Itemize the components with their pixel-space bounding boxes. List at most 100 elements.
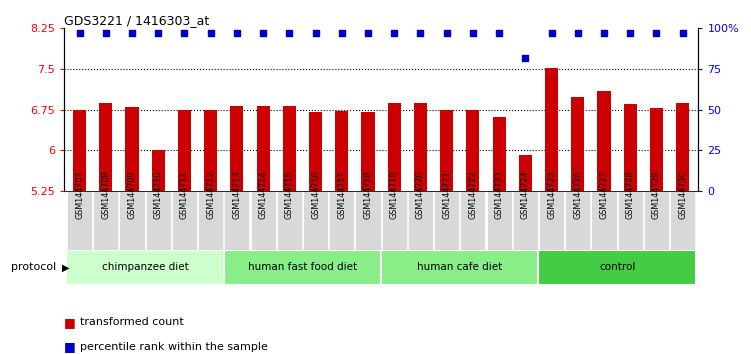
Point — [493, 30, 505, 36]
Text: GSM144713: GSM144713 — [232, 171, 241, 219]
Text: GSM144726: GSM144726 — [573, 171, 582, 219]
Point — [74, 30, 86, 36]
Point — [100, 30, 112, 36]
Text: human cafe diet: human cafe diet — [417, 262, 502, 272]
Point — [336, 30, 348, 36]
Bar — [388, 103, 401, 354]
Bar — [66, 250, 224, 285]
Bar — [361, 113, 375, 354]
Point — [362, 30, 374, 36]
Point — [257, 30, 269, 36]
Bar — [623, 104, 637, 354]
Bar — [382, 191, 407, 250]
Bar — [178, 110, 191, 354]
Point — [520, 55, 532, 61]
Text: GDS3221 / 1416303_at: GDS3221 / 1416303_at — [64, 14, 209, 27]
Text: protocol: protocol — [11, 262, 56, 272]
Text: GSM144714: GSM144714 — [258, 171, 267, 219]
Text: chimpanzee diet: chimpanzee diet — [101, 262, 189, 272]
Text: GSM144723: GSM144723 — [495, 171, 504, 219]
Text: GSM144728: GSM144728 — [626, 171, 635, 219]
Bar — [414, 103, 427, 354]
Text: GSM144707: GSM144707 — [75, 171, 84, 219]
Bar — [251, 191, 276, 250]
Point — [205, 30, 217, 36]
Text: GSM144712: GSM144712 — [207, 171, 216, 219]
Text: human fast food diet: human fast food diet — [248, 262, 357, 272]
Bar — [329, 191, 354, 250]
Text: control: control — [599, 262, 635, 272]
Bar — [257, 106, 270, 354]
Bar — [566, 191, 590, 250]
Bar — [146, 191, 170, 250]
Point — [283, 30, 295, 36]
Bar — [93, 191, 119, 250]
Text: GSM144727: GSM144727 — [599, 171, 608, 219]
Bar — [539, 191, 564, 250]
Bar — [676, 103, 689, 354]
Text: GSM144711: GSM144711 — [180, 171, 189, 219]
Bar — [460, 191, 485, 250]
Bar — [335, 112, 348, 354]
Bar — [644, 191, 669, 250]
Text: GSM144730: GSM144730 — [678, 171, 687, 219]
Bar — [617, 191, 643, 250]
Bar — [487, 191, 511, 250]
Text: GSM144722: GSM144722 — [469, 171, 478, 219]
Point — [467, 30, 479, 36]
Text: GSM144725: GSM144725 — [547, 171, 556, 219]
Bar — [224, 250, 381, 285]
Text: GSM144717: GSM144717 — [337, 171, 346, 219]
Bar — [493, 117, 505, 354]
Bar — [513, 191, 538, 250]
Bar — [592, 191, 617, 250]
Bar — [67, 191, 92, 250]
Bar — [172, 191, 197, 250]
Bar — [382, 250, 538, 285]
Point — [598, 30, 610, 36]
Point — [415, 30, 427, 36]
Point — [677, 30, 689, 36]
Text: GSM144720: GSM144720 — [416, 171, 425, 219]
Point — [572, 30, 584, 36]
Point — [126, 30, 138, 36]
Bar — [152, 150, 164, 354]
Text: GSM144708: GSM144708 — [101, 171, 110, 219]
Bar — [283, 106, 296, 354]
Bar — [598, 91, 611, 354]
Text: transformed count: transformed count — [80, 317, 184, 327]
Bar — [231, 106, 243, 354]
Bar — [303, 191, 328, 250]
Text: ■: ■ — [64, 341, 76, 353]
Bar — [538, 250, 696, 285]
Point — [231, 30, 243, 36]
Text: GSM144715: GSM144715 — [285, 171, 294, 219]
Bar — [466, 110, 479, 354]
Bar — [650, 108, 663, 354]
Bar — [119, 191, 145, 250]
Point — [624, 30, 636, 36]
Point — [545, 30, 557, 36]
Text: GSM144709: GSM144709 — [128, 171, 137, 219]
Bar — [545, 68, 558, 354]
Bar — [73, 110, 86, 354]
Bar — [408, 191, 433, 250]
Text: GSM144718: GSM144718 — [363, 171, 372, 219]
Point — [388, 30, 400, 36]
Point — [650, 30, 662, 36]
Text: GSM144724: GSM144724 — [521, 171, 530, 219]
Bar — [277, 191, 302, 250]
Bar — [519, 155, 532, 354]
Text: GSM144721: GSM144721 — [442, 171, 451, 219]
Text: percentile rank within the sample: percentile rank within the sample — [80, 342, 268, 352]
Point — [179, 30, 191, 36]
Text: GSM144729: GSM144729 — [652, 171, 661, 219]
Text: GSM144710: GSM144710 — [154, 171, 163, 219]
Bar — [204, 110, 217, 354]
Point — [309, 30, 321, 36]
Bar — [225, 191, 249, 250]
Text: ▶: ▶ — [62, 262, 69, 272]
Text: GSM144716: GSM144716 — [311, 171, 320, 219]
Bar — [99, 103, 113, 354]
Bar — [309, 113, 322, 354]
